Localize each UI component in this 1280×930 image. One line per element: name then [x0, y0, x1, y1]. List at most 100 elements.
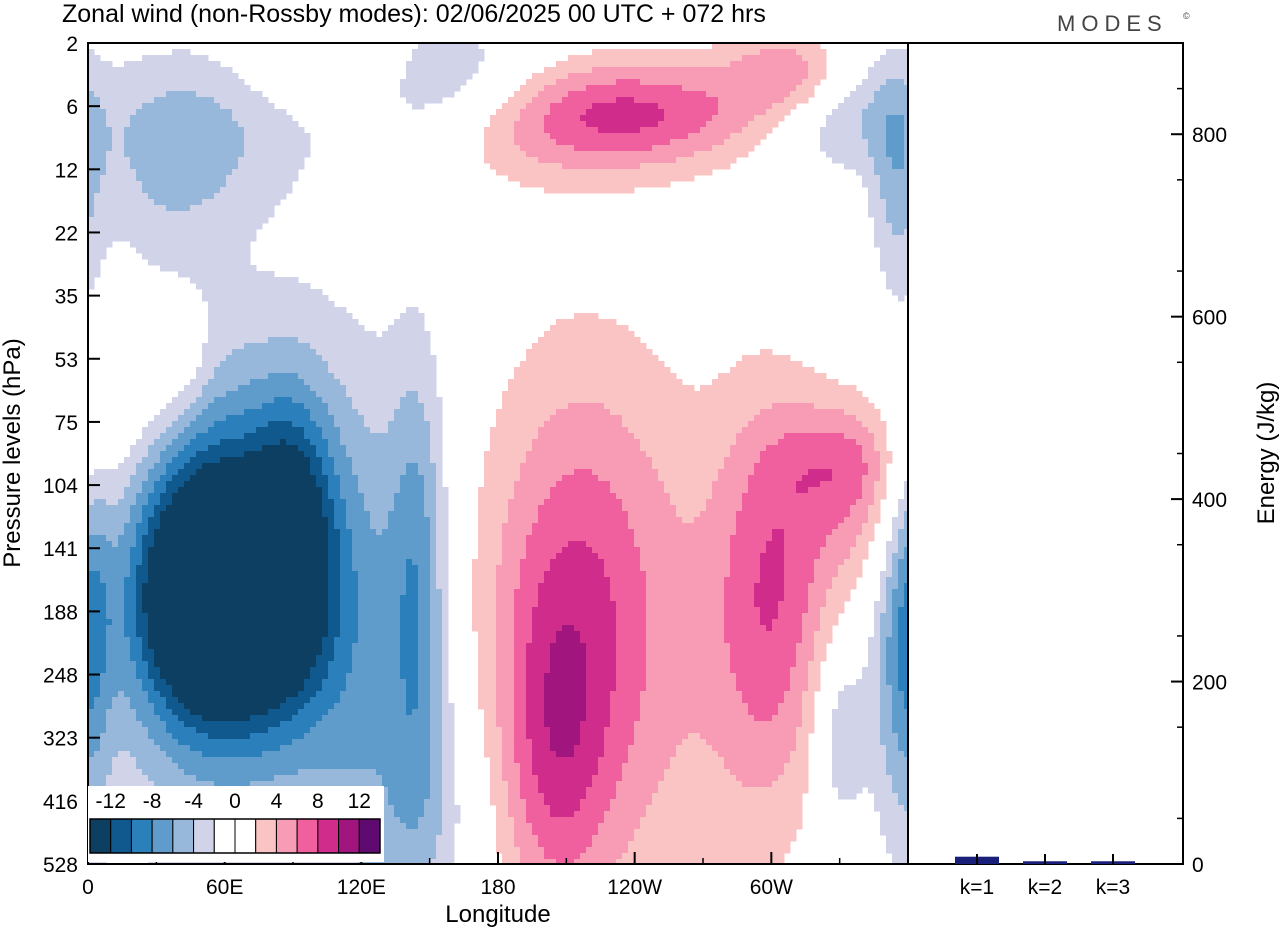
heatmap-cell: [190, 193, 197, 200]
heatmap-cell: [802, 49, 809, 56]
heatmap-cell: [88, 109, 95, 116]
heatmap-cell: [694, 79, 701, 86]
heatmap-cell: [226, 307, 233, 314]
heatmap-cell: [274, 433, 281, 440]
heatmap-cell: [214, 103, 221, 110]
heatmap-cell: [232, 433, 239, 440]
heatmap-cell: [322, 445, 329, 452]
heatmap-cell: [904, 235, 908, 242]
heatmap-cell: [286, 457, 293, 464]
heatmap-cell: [586, 457, 593, 464]
heatmap-cell: [610, 55, 617, 62]
heatmap-cell: [436, 397, 443, 404]
heatmap-cell: [562, 169, 569, 176]
heatmap-cell: [430, 403, 437, 410]
heatmap-cell: [298, 145, 305, 152]
heatmap-cell: [280, 421, 287, 428]
heatmap-cell: [754, 73, 761, 80]
heatmap-cell: [148, 115, 155, 122]
heatmap-cell: [898, 163, 905, 170]
heatmap-cell: [298, 457, 305, 464]
heatmap-cell: [148, 61, 155, 68]
heatmap-cell: [238, 229, 245, 236]
heatmap-cell: [340, 427, 347, 434]
heatmap-cell: [736, 121, 743, 128]
heatmap-cell: [694, 91, 701, 98]
heatmap-cell: [538, 157, 545, 164]
heatmap-cell: [526, 133, 533, 140]
heatmap-cell: [814, 415, 821, 422]
heatmap-cell: [208, 301, 215, 308]
heatmap-cell: [760, 451, 767, 458]
heatmap-cell: [760, 67, 767, 74]
heatmap-cell: [724, 451, 731, 458]
heatmap-cell: [826, 433, 833, 440]
heatmap-cell: [838, 457, 845, 464]
heatmap-cell: [310, 403, 317, 410]
heatmap-cell: [196, 409, 203, 416]
heatmap-cell: [742, 439, 749, 446]
heatmap-cell: [358, 325, 365, 332]
heatmap-cell: [394, 331, 401, 338]
heatmap-cell: [448, 49, 455, 56]
heatmap-cell: [100, 205, 107, 212]
heatmap-cell: [484, 133, 491, 140]
heatmap-cell: [148, 181, 155, 188]
heatmap-cell: [892, 127, 899, 134]
heatmap-cell: [112, 205, 119, 212]
heatmap-cell: [760, 355, 767, 362]
heatmap-cell: [202, 187, 209, 194]
heatmap-cell: [892, 277, 899, 284]
heatmap-cell: [670, 163, 677, 170]
heatmap-cell: [238, 391, 245, 398]
heatmap-cell: [154, 85, 161, 92]
heatmap-cell: [184, 133, 191, 140]
heatmap-cell: [250, 385, 257, 392]
heatmap-cell: [640, 151, 647, 158]
heatmap-cell: [304, 307, 311, 314]
heatmap-cell: [556, 127, 563, 134]
heatmap-cell: [418, 391, 425, 398]
heatmap-cell: [898, 157, 905, 164]
heatmap-cell: [820, 61, 827, 68]
heatmap-cell: [142, 127, 149, 134]
heatmap-cell: [544, 385, 551, 392]
heatmap-cell: [706, 415, 713, 422]
heatmap-cell: [556, 163, 563, 170]
heatmap-cell: [670, 73, 677, 80]
heatmap-cell: [100, 217, 107, 224]
heatmap-cell: [358, 367, 365, 374]
heatmap-cell: [736, 115, 743, 122]
heatmap-cell: [436, 445, 443, 452]
heatmap-cell: [172, 439, 179, 446]
heatmap-cell: [748, 439, 755, 446]
heatmap-cell: [322, 361, 329, 368]
heatmap-cell: [646, 427, 653, 434]
heatmap-cell: [316, 433, 323, 440]
heatmap-cell: [886, 217, 893, 224]
heatmap-cell: [214, 391, 221, 398]
heatmap-cell: [268, 283, 275, 290]
heatmap-cell: [256, 109, 263, 116]
heatmap-cell: [184, 169, 191, 176]
heatmap-cell: [250, 457, 257, 464]
heatmap-cell: [250, 301, 257, 308]
heatmap-cell: [238, 289, 245, 296]
heatmap-cell: [814, 445, 821, 452]
heatmap-cell: [214, 115, 221, 122]
heatmap-cell: [88, 79, 95, 86]
heatmap-cell: [202, 133, 209, 140]
heatmap-cell: [550, 187, 557, 194]
heatmap-cell: [652, 427, 659, 434]
heatmap-cell: [130, 91, 137, 98]
heatmap-cell: [106, 157, 113, 164]
heatmap-cell: [502, 427, 509, 434]
heatmap-cell: [640, 109, 647, 116]
heatmap-cell: [568, 385, 575, 392]
heatmap-cell: [310, 301, 317, 308]
heatmap-cell: [796, 373, 803, 380]
heatmap-cell: [568, 343, 575, 350]
heatmap-cell: [238, 187, 245, 194]
heatmap-cell: [166, 157, 173, 164]
heatmap-cell: [550, 133, 557, 140]
